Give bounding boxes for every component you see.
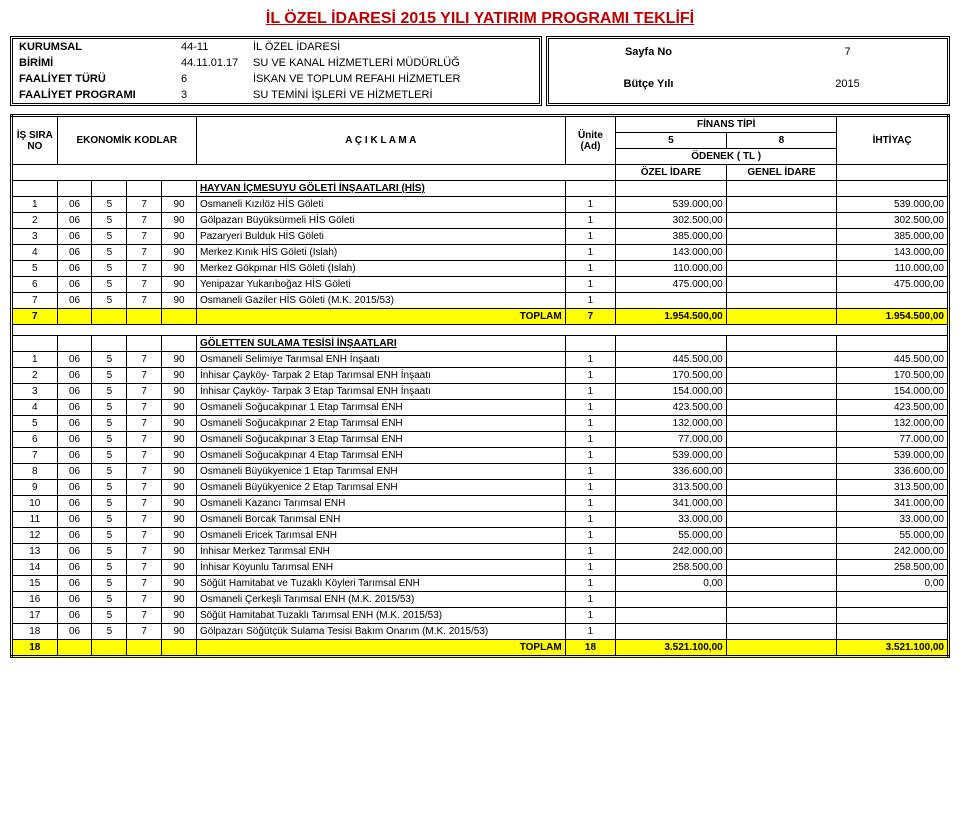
hr-value-0: 7 — [748, 39, 947, 65]
hl-label-2: FAALİYET TÜRÜ — [13, 71, 175, 87]
table-row: 3 065790 İnhisar Çayköy- Tarpak 3 Etap T… — [12, 384, 949, 400]
hl-text-2: İSKAN VE TOPLUM REFAHI HİZMETLER — [247, 71, 539, 87]
table-row: 12 065790 Osmaneli Ericek Tarımsal ENH 1… — [12, 528, 949, 544]
th-genel: GENEL İDARE — [726, 165, 837, 181]
th-finans: FİNANS TİPİ — [616, 116, 837, 133]
main-data-table: İŞ SIRA NO EKONOMİK KODLAR A Ç I K L A M… — [10, 114, 950, 658]
table-row: 5 065790 Merkez Gökpınar HİS Göleti (Isl… — [12, 261, 949, 277]
th-desc: A Ç I K L A M A — [196, 116, 565, 165]
hl-code-3: 3 — [175, 87, 247, 103]
table-row: 3 065790 Pazaryeri Bulduk HİS Göleti 1 3… — [12, 229, 949, 245]
section-title: HAYVAN İÇMESUYU GÖLETİ İNŞAATLARI (HİS) — [196, 181, 565, 197]
hr-value-2: 2015 — [748, 71, 947, 97]
page-title: İL ÖZEL İDARESİ 2015 YILI YATIRIM PROGRA… — [10, 10, 950, 28]
hr-label-2: Bütçe Yılı — [549, 71, 748, 97]
th-unit: Ünite (Ad) — [565, 116, 615, 165]
th-col8: 8 — [726, 133, 837, 149]
table-row: 11 065790 Osmaneli Borcak Tarımsal ENH 1… — [12, 512, 949, 528]
total-row: 18 TOPLAM 18 3.521.100,00 3.521.100,00 — [12, 640, 949, 657]
hl-label-0: KURUMSAL — [13, 39, 175, 55]
hl-text-1: SU VE KANAL HİZMETLERİ MÜDÜRLÜĞ — [247, 55, 539, 71]
hl-text-3: SU TEMİNİ İŞLERİ VE HİZMETLERİ — [247, 87, 539, 103]
table-row: 4 065790 Merkez Kınık HİS Göleti (Islah)… — [12, 245, 949, 261]
th-need: İHTİYAÇ — [837, 116, 949, 165]
table-row: 6 065790 Osmaneli Soğucakpınar 3 Etap Ta… — [12, 432, 949, 448]
hl-code-2: 6 — [175, 71, 247, 87]
table-row: 5 065790 Osmaneli Soğucakpınar 2 Etap Ta… — [12, 416, 949, 432]
hl-label-1: BİRİMİ — [13, 55, 175, 71]
hl-code-1: 44.11.01.17 — [175, 55, 247, 71]
header-right-box: Sayfa No 7 Bütçe Yılı 2015 — [546, 36, 950, 106]
hl-text-0: İL ÖZEL İDARESİ — [247, 39, 539, 55]
table-row: 8 065790 Osmaneli Büyükyenice 1 Etap Tar… — [12, 464, 949, 480]
table-row: 9 065790 Osmaneli Büyükyenice 2 Etap Tar… — [12, 480, 949, 496]
section-title: GÖLETTEN SULAMA TESİSİ İNŞAATLARI — [196, 336, 565, 352]
total-row: 7 TOPLAM 7 1.954.500,00 1.954.500,00 — [12, 309, 949, 325]
th-ozel: ÖZEL İDARE — [616, 165, 727, 181]
th-odenek: ÖDENEK ( TL ) — [616, 149, 837, 165]
table-row: 7 065790 Osmaneli Soğucakpınar 4 Etap Ta… — [12, 448, 949, 464]
table-body: HAYVAN İÇMESUYU GÖLETİ İNŞAATLARI (HİS) … — [12, 181, 949, 657]
th-col5: 5 — [616, 133, 727, 149]
table-row: 10 065790 Osmaneli Kazancı Tarımsal ENH … — [12, 496, 949, 512]
table-row: 14 065790 İnhisar Koyunlu Tarımsal ENH 1… — [12, 560, 949, 576]
table-row: 1 065790 Osmaneli Selimiye Tarımsal ENH … — [12, 352, 949, 368]
table-row: 1 065790 Osmaneli Kızılöz HİS Göleti 1 5… — [12, 197, 949, 213]
header-boxes: KURUMSAL 44-11 İL ÖZEL İDARESİ BİRİMİ 44… — [10, 36, 950, 106]
hr-label-0: Sayfa No — [549, 39, 748, 65]
header-left-box: KURUMSAL 44-11 İL ÖZEL İDARESİ BİRİMİ 44… — [10, 36, 542, 106]
th-eko: EKONOMİK KODLAR — [57, 116, 196, 165]
hl-code-0: 44-11 — [175, 39, 247, 55]
table-row: 2 065790 İnhisar Çayköy- Tarpak 2 Etap T… — [12, 368, 949, 384]
hl-label-3: FAALİYET PROGRAMI — [13, 87, 175, 103]
table-row: 18 065790 Gölpazarı Söğütçük Sulama Tesi… — [12, 624, 949, 640]
table-row: 2 065790 Gölpazarı Büyüksürmeli HİS Göle… — [12, 213, 949, 229]
table-row: 17 065790 Söğüt Hamitabat Tuzaklı Tarıms… — [12, 608, 949, 624]
table-row: 7 065790 Osmaneli Gaziler HİS Göleti (M.… — [12, 293, 949, 309]
table-row: 15 065790 Söğüt Hamitabat ve Tuzaklı Köy… — [12, 576, 949, 592]
th-is: İŞ SIRA NO — [12, 116, 58, 165]
table-row: 6 065790 Yenipazar Yukarıboğaz HİS Gölet… — [12, 277, 949, 293]
table-row: 4 065790 Osmaneli Soğucakpınar 1 Etap Ta… — [12, 400, 949, 416]
table-row: 13 065790 İnhisar Merkez Tarımsal ENH 1 … — [12, 544, 949, 560]
table-row: 16 065790 Osmaneli Çerkeşli Tarımsal ENH… — [12, 592, 949, 608]
